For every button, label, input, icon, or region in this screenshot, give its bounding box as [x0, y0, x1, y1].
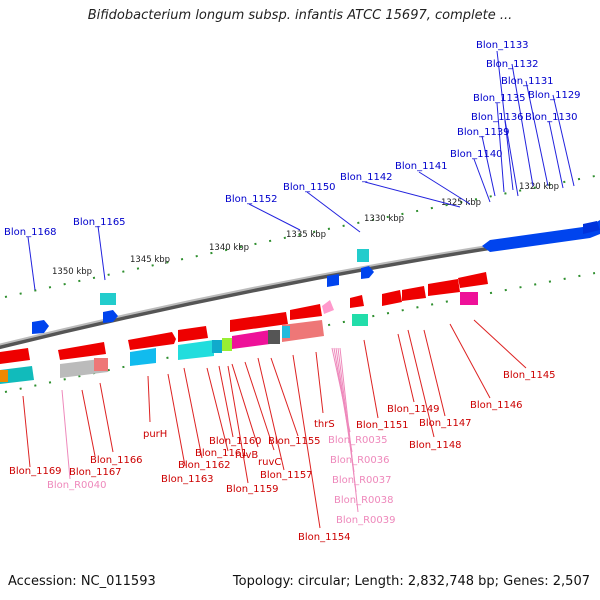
feature-arrow	[327, 274, 339, 287]
feature-arrow	[583, 221, 600, 234]
gene-label: Blon_1165	[73, 217, 126, 228]
feature-box	[222, 338, 232, 351]
gene-label: purH	[143, 429, 167, 440]
scale-tick-1330: 1330 kbp	[364, 214, 404, 224]
gene-label: ruvC	[258, 457, 281, 468]
gene-label: Blon_1160	[209, 436, 262, 447]
gene-label: Blon_1162	[178, 460, 231, 471]
gene-label: Blon_R0040	[47, 480, 107, 491]
feature-arrow	[178, 340, 214, 360]
gene-label: Blon_1136	[471, 112, 524, 123]
feature-box	[94, 358, 108, 371]
scale-tick-1345: 1345 kbp	[130, 255, 170, 265]
gene-label: Blon_1166	[90, 455, 143, 466]
feature-arrow	[0, 366, 34, 384]
accession-label: Accession: NC_011593	[8, 574, 156, 589]
feature-box	[212, 340, 222, 353]
gene-label: Blon_1167	[69, 467, 122, 478]
feature-arrow	[402, 286, 426, 301]
gene-label: Blon_1152	[225, 194, 278, 205]
scale-labels: 1350 kbp 1345 kbp 1340 kbp 1335 kbp 1330…	[52, 182, 559, 277]
feature-box	[0, 370, 8, 382]
feature-arrow	[178, 326, 208, 342]
feature-box	[460, 292, 478, 305]
gene-label: Blon_1145	[503, 370, 556, 381]
gene-label: Blon_R0038	[334, 495, 394, 506]
gene-label: Blon_1131	[501, 76, 554, 87]
feature-arrow	[130, 348, 156, 366]
gene-label: Blon_1159	[226, 484, 279, 495]
feature-arrow	[282, 320, 324, 342]
feature-box	[268, 330, 280, 344]
upper-features	[32, 220, 600, 334]
feature-box	[100, 293, 116, 305]
gene-label: Blon_1168	[4, 227, 57, 238]
gene-label: Blon_1157	[260, 470, 313, 481]
map-title: Bifidobacterium longum subsp. infantis A…	[87, 8, 513, 23]
gene-label: Blon_R0036	[330, 455, 390, 466]
gene-label: Blon_1142	[340, 172, 393, 183]
gene-label: Blon_1129	[528, 90, 581, 101]
gene-label: Blon_1150	[283, 182, 336, 193]
feature-arrow	[458, 272, 488, 288]
scale-tick-1340: 1340 kbp	[209, 243, 249, 253]
feature-arrow	[428, 279, 460, 296]
gene-label: Blon_1151	[356, 420, 409, 431]
gene-label: Blon_1169	[9, 466, 62, 477]
lower-features	[0, 272, 488, 384]
gene-label: ruvB	[235, 450, 258, 461]
gene-label: Blon_1130	[525, 112, 578, 123]
feature-arrow-run	[482, 220, 600, 252]
gene-label: Blon_R0037	[332, 475, 392, 486]
gene-label: Blon_1140	[450, 149, 503, 160]
feature-arrow	[103, 310, 118, 323]
gene-label: Blon_1146	[470, 400, 523, 411]
upper-tick-row	[4, 175, 596, 298]
bottom-leader-lines	[22, 319, 527, 529]
gene-label: Blon_R0035	[328, 435, 388, 446]
gene-label: Blon_1147	[419, 418, 472, 429]
gene-label: Blon_1148	[409, 440, 462, 451]
gene-label: Blon_1139	[457, 127, 510, 138]
gene-label: Blon_1149	[387, 404, 440, 415]
gene-label: Blon_R0039	[336, 515, 396, 526]
scale-tick-1325: 1325 kbp	[441, 198, 481, 208]
feature-arrow	[0, 348, 30, 364]
scale-tick-1350: 1350 kbp	[52, 267, 92, 277]
top-leader-lines	[27, 50, 575, 291]
feature-arrow	[232, 330, 270, 349]
gene-label: Blon_1133	[476, 40, 529, 51]
feature-arrow	[32, 320, 49, 334]
genome-summary: Topology: circular; Length: 2,832,748 bp…	[232, 574, 590, 589]
feature-arrow	[361, 266, 374, 279]
gene-label: Blon_1141	[395, 161, 448, 172]
feature-arrow	[58, 342, 106, 360]
gene-label: Blon_1155	[268, 436, 321, 447]
top-gene-labels: Blon_1133 Blon_1132 Blon_1131 Blon_1129 …	[4, 40, 581, 238]
gene-label: Blon_1132	[486, 59, 539, 70]
feature-arrow	[350, 295, 364, 308]
gene-label: Blon_1161	[195, 448, 248, 459]
gene-label: Blon_1163	[161, 474, 214, 485]
feature-arrow	[382, 290, 402, 306]
feature-arrow	[290, 304, 322, 320]
gene-label: thrS	[314, 419, 335, 430]
scale-tick-1335: 1335 kbp	[286, 230, 326, 240]
scale-tick-1320: 1320 kbp	[519, 182, 559, 192]
rna-leader-lines	[61, 347, 359, 513]
feature-arrow	[128, 332, 176, 350]
rna-marker	[322, 300, 334, 314]
feature-box	[357, 249, 369, 262]
feature-box	[282, 326, 290, 338]
gene-label: Blon_1135	[473, 93, 526, 104]
gene-label: Blon_1154	[298, 532, 351, 543]
feature-box	[352, 314, 368, 326]
bottom-gene-labels: Blon_1169 Blon_R0040 Blon_1167 Blon_1166…	[9, 370, 556, 543]
feature-arrow	[230, 312, 288, 332]
